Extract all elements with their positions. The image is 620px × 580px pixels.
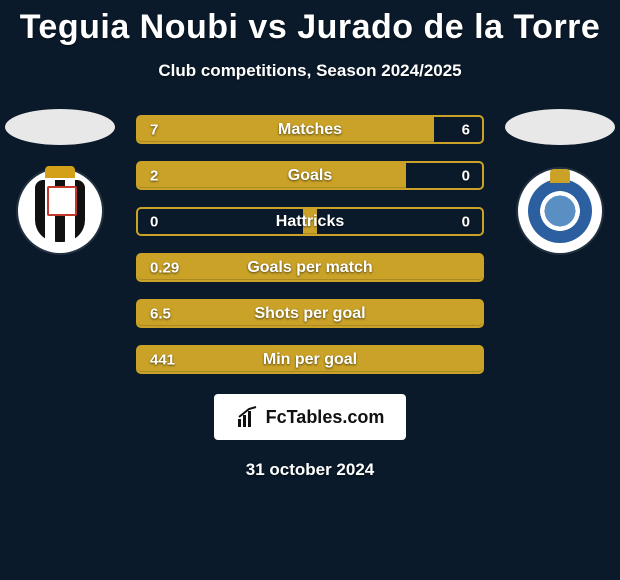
stat-value-left: 6.5	[150, 305, 171, 322]
stat-value-left: 2	[150, 167, 158, 184]
stat-row: 7 6 Matches	[136, 115, 484, 144]
player-photo-right	[505, 109, 615, 145]
stat-value-right: 0	[462, 167, 470, 184]
chart-icon	[236, 405, 260, 429]
crest-right-icon	[528, 179, 592, 243]
stat-value-left: 0	[150, 213, 158, 230]
stat-label: Shots per goal	[254, 305, 365, 323]
stat-value-right: 6	[462, 121, 470, 138]
date-text: 31 october 2024	[0, 460, 620, 480]
stats-bars: 7 6 Matches 2 0 Goals 0 0 Hattricks 0.29 Goals per…	[136, 115, 484, 374]
stat-value-left: 7	[150, 121, 158, 138]
stat-label: Goals per match	[247, 259, 372, 277]
bar-right-dark	[434, 117, 482, 142]
stat-value-right: 0	[462, 213, 470, 230]
stat-row: 0 0 Hattricks	[136, 207, 484, 236]
bar-right-dark	[406, 163, 482, 188]
club-badge-right	[518, 169, 602, 253]
stat-row: 6.5 Shots per goal	[136, 299, 484, 328]
attribution-badge: FcTables.com	[214, 394, 406, 440]
crest-left-icon	[35, 180, 85, 242]
stat-label: Goals	[288, 167, 332, 185]
stat-value-left: 441	[150, 351, 175, 368]
stat-label: Hattricks	[276, 213, 344, 231]
stat-row: 441 Min per goal	[136, 345, 484, 374]
stat-label: Min per goal	[263, 351, 357, 369]
stat-label: Matches	[278, 121, 342, 139]
subtitle: Club competitions, Season 2024/2025	[0, 61, 620, 81]
club-badge-left	[18, 169, 102, 253]
player-photo-left	[5, 109, 115, 145]
stat-row: 2 0 Goals	[136, 161, 484, 190]
stat-value-left: 0.29	[150, 259, 179, 276]
comparison-panel: 7 6 Matches 2 0 Goals 0 0 Hattricks 0.29 Goals per…	[0, 115, 620, 374]
attribution-text: FcTables.com	[266, 407, 385, 428]
page-title: Teguia Noubi vs Jurado de la Torre	[0, 0, 620, 47]
stat-row: 0.29 Goals per match	[136, 253, 484, 282]
